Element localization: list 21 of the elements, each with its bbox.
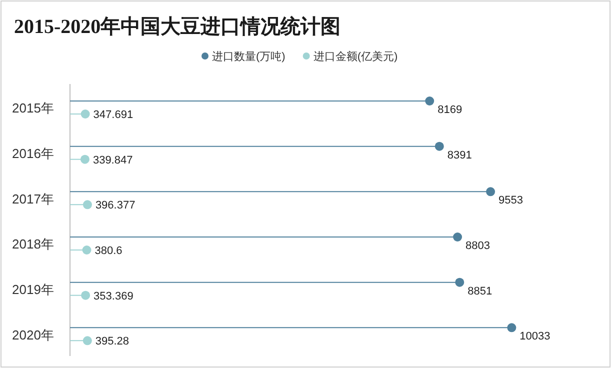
data-label: 8391 (447, 149, 472, 162)
category: 2019年 (12, 282, 54, 297)
data-label: 380.6 (94, 245, 122, 257)
data-label: 8803 (466, 240, 490, 252)
data-label: 353.369 (94, 290, 134, 302)
category: 2016年 (12, 146, 54, 161)
title: 2015-2020年中国大豆进口情况统计图 (14, 16, 341, 38)
data-label: 347.691 (93, 109, 134, 121)
data-label: 339.847 (92, 154, 133, 166)
legend-label: 进口金额(亿美元) (313, 50, 398, 63)
category: 2017年 (12, 191, 54, 206)
data-label: 8851 (468, 285, 492, 298)
category: 2018年 (12, 236, 54, 252)
data-label: 396.377 (95, 200, 136, 212)
category: 2020年 (12, 327, 54, 342)
legend-label: 进口数量(万吨) (212, 50, 286, 63)
data-label: 10033 (520, 330, 550, 343)
data-label: 395.28 (95, 336, 130, 348)
category: 2015年 (12, 100, 54, 116)
data-label: 9553 (498, 194, 524, 207)
data-label: 8169 (438, 104, 462, 116)
